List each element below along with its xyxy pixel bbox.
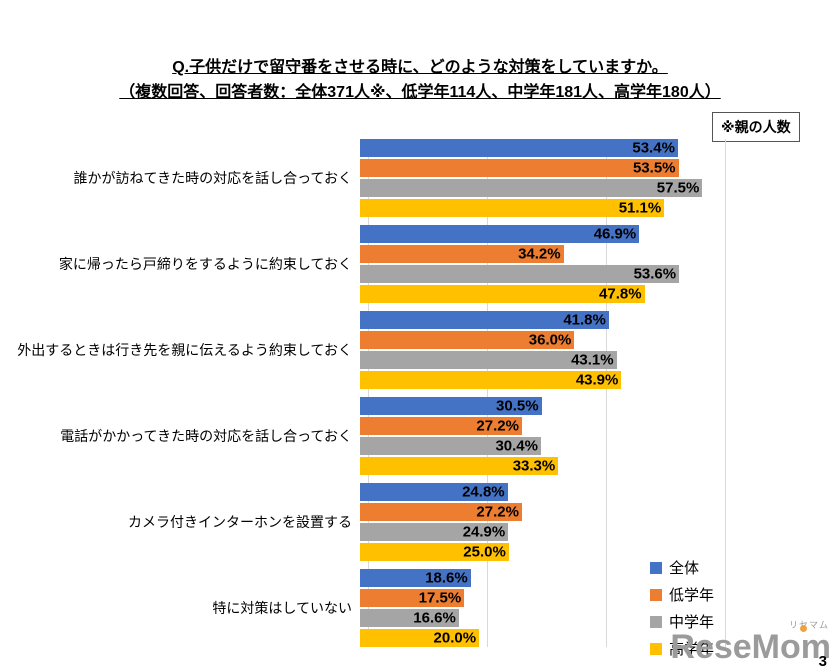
bar-value-label: 17.5% (418, 589, 462, 607)
bar-value-label: 27.2% (476, 417, 519, 435)
bar-value-label: 53.5% (632, 159, 676, 177)
resemom-watermark: リセマム ReseMom (670, 621, 831, 666)
legend-label: 全体 (669, 560, 700, 577)
bar-低学年: 34.2% (360, 245, 564, 263)
bar-value-label: 34.2% (518, 245, 561, 263)
bar-高学年: 47.8% (360, 285, 645, 303)
bar-中学年: 43.1% (360, 351, 617, 369)
watermark-dot-icon (800, 625, 807, 632)
bar-全体: 24.8% (360, 483, 508, 501)
category-bars: 41.8% 36.0% 43.1% 43.9% (360, 311, 747, 389)
bar-中学年: 53.6% (360, 265, 680, 283)
bar-value-label: 47.8% (599, 285, 642, 303)
legend: 全体低学年中学年高学年 (650, 560, 714, 668)
chart-title: Q.子供だけで留守番をさせる時に、どのような対策をしていますか。 (172, 59, 668, 76)
legend-label: 中学年 (669, 614, 715, 631)
bar-低学年: 27.2% (360, 417, 522, 435)
category-group: 家に帰ったら戸締りをするように約束しておく 46.9% 34.2% 53.6% 47.8… (0, 225, 755, 303)
bar-value-label: 30.4% (495, 437, 538, 455)
category-label: 電話がかかってきた時の対応を話し合っておく (60, 427, 352, 444)
bar-chart: 誰かが訪ねてきた時の対応を話し合っておく 53.4% 53.5% 57.5% 51.1%… (0, 139, 839, 647)
bar-value-label: 33.3% (512, 457, 556, 475)
category-group: カメラ付きインターホンを設置する 24.8% 27.2% 24.9% 25.0% (0, 483, 755, 561)
legend-label: 低学年 (669, 587, 715, 604)
bar-全体: 53.4% (360, 139, 678, 157)
bar-低学年: 53.5% (360, 159, 679, 177)
category-label: カメラ付きインターホンを設置する (128, 513, 352, 530)
chart-header: Q.子供だけで留守番をさせる時に、どのような対策をしていますか。 （複数回答、回… (40, 56, 800, 104)
parent-count-note: ※親の人数 (712, 112, 800, 142)
legend-item: 中学年 (650, 614, 715, 631)
legend-label: 高学年 (669, 641, 715, 658)
gridline (606, 139, 608, 647)
gridline (725, 139, 727, 647)
bar-低学年: 17.5% (360, 589, 465, 607)
chart-subtitle: （複数回答、回答者数：全体371人※、低学年114人、中学年181人、高学年18… (119, 84, 721, 102)
category-label: 外出するときは行き先を親に伝えるよう約束しておく (17, 341, 352, 358)
bar-中学年: 16.6% (360, 609, 459, 627)
plot-gridlines (368, 139, 755, 647)
bar-value-label: 53.4% (632, 139, 675, 157)
bar-高学年: 51.1% (360, 199, 665, 217)
gridline (487, 139, 489, 647)
bar-全体: 30.5% (360, 397, 542, 415)
bar-value-label: 27.2% (476, 503, 519, 521)
category-bars: 30.5% 27.2% 30.4% 33.3% (360, 397, 747, 475)
bar-中学年: 24.9% (360, 523, 509, 541)
bar-value-label: 18.6% (425, 569, 468, 587)
watermark-logo-text: ReseMom (670, 628, 831, 666)
category-bars: 46.9% 34.2% 53.6% 47.8% (360, 225, 747, 303)
legend-item: 低学年 (650, 587, 715, 604)
bar-value-label: 30.5% (496, 397, 539, 415)
bar-value-label: 51.1% (618, 199, 662, 217)
bar-高学年: 43.9% (360, 371, 622, 389)
page-number: 3 (818, 653, 827, 670)
bar-低学年: 36.0% (360, 331, 575, 349)
gridline (368, 139, 369, 647)
category-bars: 53.4% 53.5% 57.5% 51.1% (360, 139, 747, 217)
legend-swatch (650, 615, 662, 628)
category-group: 誰かが訪ねてきた時の対応を話し合っておく 53.4% 53.5% 57.5% 51.1% (0, 139, 755, 217)
bar-value-label: 24.9% (462, 523, 506, 541)
bar-高学年: 33.3% (360, 457, 559, 475)
bar-value-label: 16.6% (413, 609, 456, 627)
bar-value-label: 43.1% (571, 351, 614, 369)
category-group: 外出するときは行き先を親に伝えるよう約束しておく 41.8% 36.0% 43.1% 4… (0, 311, 755, 389)
bar-全体: 46.9% (360, 225, 640, 243)
category-label: 特に対策はしていない (212, 599, 352, 616)
category-label: 家に帰ったら戸締りをするように約束しておく (58, 255, 352, 272)
category-group: 特に対策はしていない 18.6% 17.5% 16.6% 20.0% (0, 569, 755, 647)
bar-低学年: 27.2% (360, 503, 522, 521)
legend-swatch (650, 561, 662, 574)
bar-value-label: 41.8% (563, 311, 606, 329)
chart-groups: 誰かが訪ねてきた時の対応を話し合っておく 53.4% 53.5% 57.5% 51.1%… (0, 139, 755, 647)
bar-value-label: 24.8% (462, 483, 505, 501)
category-group: 電話がかかってきた時の対応を話し合っておく 30.5% 27.2% 30.4% 33.3… (0, 397, 755, 475)
category-bars: 24.8% 27.2% 24.9% 25.0% (360, 483, 747, 561)
bar-全体: 18.6% (360, 569, 471, 587)
bar-中学年: 57.5% (360, 179, 703, 197)
bar-高学年: 20.0% (360, 629, 480, 647)
bar-value-label: 57.5% (656, 179, 700, 197)
legend-item: 高学年 (650, 641, 715, 658)
bar-value-label: 46.9% (593, 225, 637, 243)
bar-中学年: 30.4% (360, 437, 541, 455)
legend-swatch (650, 588, 662, 601)
bar-value-label: 43.9% (575, 371, 619, 389)
watermark-ruby-label: リセマム (788, 620, 829, 630)
bar-value-label: 53.6% (633, 265, 677, 283)
legend-item: 全体 (650, 560, 714, 577)
bar-value-label: 20.0% (433, 629, 477, 647)
bar-value-label: 36.0% (528, 331, 572, 349)
bar-全体: 41.8% (360, 311, 609, 329)
bar-高学年: 25.0% (360, 543, 509, 561)
category-bars: 18.6% 17.5% 16.6% 20.0% (360, 569, 747, 647)
bar-value-label: 25.0% (463, 543, 506, 561)
category-label: 誰かが訪ねてきた時の対応を話し合っておく (73, 169, 352, 186)
legend-swatch (650, 642, 662, 655)
